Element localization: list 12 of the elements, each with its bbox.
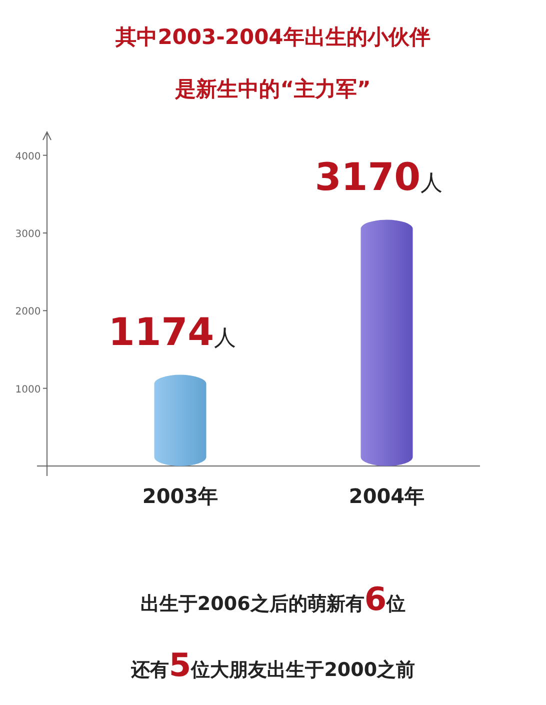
text: 出生于2006之后的萌新有6位 <box>140 580 406 618</box>
chart-title: 其中2003-2004年出生的小伙伴 <box>114 25 430 49</box>
y-tick-label: 3000 <box>15 228 41 240</box>
x-tick-label: 2004年 <box>348 484 425 508</box>
text: 还有5位大朋友出生于2000之前 <box>130 646 416 684</box>
x-tick-label: 2003年 <box>142 484 218 508</box>
y-tick-label: 1000 <box>15 384 41 396</box>
chart-subtitle: 是新生中的“主力军” <box>174 77 371 101</box>
data-label: 1174人 <box>108 310 236 354</box>
y-tick-label: 4000 <box>15 151 41 162</box>
y-tick-label: 2000 <box>15 306 41 318</box>
data-label: 3170人 <box>314 154 443 199</box>
